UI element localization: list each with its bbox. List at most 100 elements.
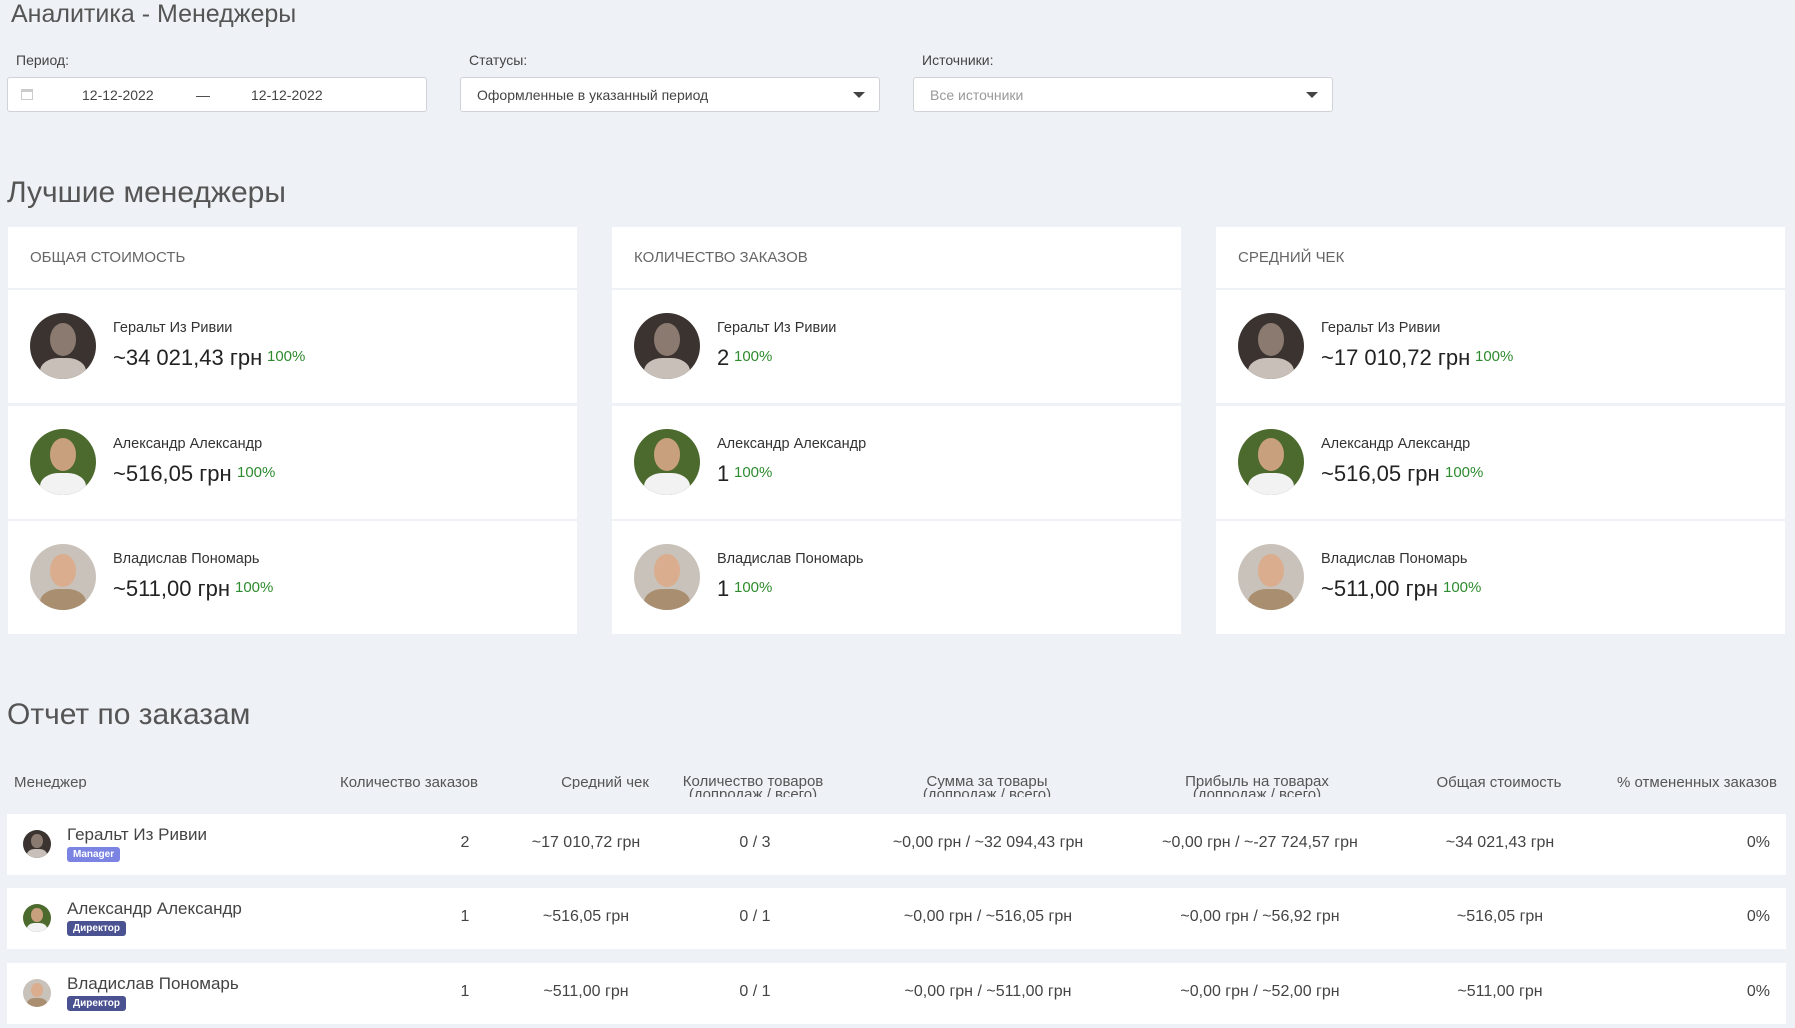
card-row: Геральт Из Ривии ~17 010,72 грн 100%: [1216, 290, 1785, 403]
column-header[interactable]: % отмененных заказов: [1577, 776, 1795, 789]
percent: 100%: [1445, 463, 1484, 481]
table-cell: 2: [460, 834, 470, 851]
avatar-face: [653, 438, 681, 472]
column-header[interactable]: Сумма за товары (допродаж / всего): [867, 775, 1107, 797]
best-value: 1: [717, 460, 730, 486]
avatar-body: [643, 357, 691, 379]
avatar-body: [1247, 588, 1295, 610]
table-cell: ~0,00 грн / ~511,00 грн: [904, 983, 1072, 1000]
best-value: 1: [717, 576, 730, 601]
table-cell: 0%: [1746, 834, 1770, 851]
role-badge: Manager: [67, 847, 121, 862]
percent: 100%: [734, 463, 773, 481]
avatar: [23, 830, 51, 858]
column-header[interactable]: Менеджер: [14, 776, 87, 789]
percent: 100%: [734, 348, 773, 365]
column-header[interactable]: Общая стоимость: [1379, 776, 1619, 789]
table-cell: ~516,05 грн: [1456, 908, 1544, 925]
avatar-body: [643, 473, 691, 495]
table-cell: ~0,00 грн / ~56,92 грн: [1180, 908, 1340, 925]
avatar-face: [31, 834, 43, 849]
table-row: Александр Александр Директор 1 ~516,05 грн 0…: [7, 888, 1786, 949]
best-value: ~511,00 грн: [1321, 576, 1439, 601]
column-label: Средний чек: [561, 776, 649, 789]
avatar: [23, 904, 51, 932]
best-value: ~516,05 грн: [113, 460, 232, 486]
avatar-body: [27, 998, 47, 1007]
filter-input[interactable]: 12-12-2022 — 12-12-2022: [7, 77, 427, 112]
table-cell: 0%: [1746, 908, 1770, 925]
table-row: Геральт Из Ривии Manager 2 ~17 010,72 грн 0 …: [7, 814, 1786, 875]
avatar: [30, 313, 96, 379]
date-separator: —: [196, 87, 210, 103]
percent: 100%: [1475, 348, 1514, 365]
manager-name: Владислав Пономарь: [1321, 551, 1468, 567]
caret: [1306, 92, 1318, 98]
role-badge: Директор: [67, 996, 126, 1011]
section-title: Отчет по заказам: [7, 698, 251, 731]
manager-name: Владислав Пономарь: [717, 551, 864, 567]
manager-name: Александр Александр: [67, 899, 242, 918]
filter-input[interactable]: Оформленные в указанный период: [460, 77, 880, 112]
caret: [853, 92, 865, 98]
avatar-face: [1257, 322, 1285, 356]
calendar-icon: [21, 89, 33, 100]
avatar: [634, 428, 700, 495]
role-badge: Директор: [67, 921, 126, 936]
avatar-face: [49, 438, 77, 472]
column-label: Сумма за товары: [926, 775, 1048, 790]
column-label: Прибыль на товарах: [1185, 775, 1329, 790]
card-row: Геральт Из Ривии 2 100%: [612, 290, 1181, 403]
avatar-body: [39, 473, 87, 495]
avatar-face: [49, 553, 77, 587]
table-cell: ~0,00 грн / ~-27 724,57 грн: [1162, 834, 1358, 851]
avatar-body: [39, 588, 87, 610]
table-cell: ~17 010,72 грн: [531, 834, 641, 851]
column-label: Менеджер: [14, 776, 87, 789]
percent: 100%: [267, 348, 306, 365]
manager-name: Геральт Из Ривии: [717, 320, 837, 336]
best-value: ~516,05 грн: [1321, 460, 1440, 486]
filter-label: Источники:: [922, 52, 994, 68]
column-label: Количество заказов: [339, 776, 479, 789]
page-title: Аналитика - Менеджеры: [11, 0, 297, 28]
column-header[interactable]: Количество заказов: [289, 776, 529, 789]
column-label: Общая стоимость: [1436, 776, 1562, 789]
card-title: СРЕДНИЙ ЧЕК: [1238, 249, 1345, 266]
column-label: % отмененных заказов: [1617, 776, 1777, 789]
card-row: Геральт Из Ривии ~34 021,43 грн 100%: [8, 290, 577, 403]
column-header[interactable]: Количество товаров (допродаж / всего): [633, 775, 873, 797]
manager-name: Александр Александр: [113, 435, 263, 452]
column-header[interactable]: Прибыль на товарах (допродаж / всего): [1137, 775, 1377, 797]
avatar: [1238, 544, 1304, 610]
table-cell: 1: [460, 983, 470, 1000]
manager-name: Владислав Пономарь: [113, 551, 260, 567]
best-value: ~511,00 грн: [113, 576, 231, 601]
card-header: СРЕДНИЙ ЧЕК: [1216, 227, 1785, 288]
filter-input[interactable]: Все источники: [913, 77, 1333, 112]
table-cell: 1: [460, 908, 470, 925]
avatar: [23, 979, 51, 1007]
avatar: [634, 544, 700, 610]
card-row: Александр Александр 1 100%: [612, 405, 1181, 519]
table-cell: 0 / 3: [739, 834, 771, 851]
avatar: [30, 428, 96, 495]
percent: 100%: [734, 579, 773, 596]
percent: 100%: [1443, 579, 1482, 596]
date-from[interactable]: 12-12-2022: [82, 87, 154, 103]
manager-name: Геральт Из Ривии: [113, 320, 233, 336]
column-label: Количество товаров: [682, 775, 824, 790]
date-to[interactable]: 12-12-2022: [251, 87, 323, 103]
avatar: [1238, 428, 1304, 495]
avatar: [1238, 313, 1304, 379]
table-cell: ~0,00 грн / ~32 094,43 грн: [892, 834, 1084, 851]
card-row: Владислав Пономарь ~511,00 грн 100%: [1216, 521, 1785, 634]
table-cell: ~516,05 грн: [542, 908, 630, 925]
avatar-face: [1257, 553, 1285, 587]
table-cell: ~0,00 грн / ~52,00 грн: [1180, 983, 1340, 1000]
manager-name: Геральт Из Ривии: [1321, 320, 1441, 336]
avatar-face: [49, 322, 77, 356]
card-title: КОЛИЧЕСТВО ЗАКАЗОВ: [634, 249, 808, 266]
column-header[interactable]: Средний чек: [485, 776, 725, 789]
